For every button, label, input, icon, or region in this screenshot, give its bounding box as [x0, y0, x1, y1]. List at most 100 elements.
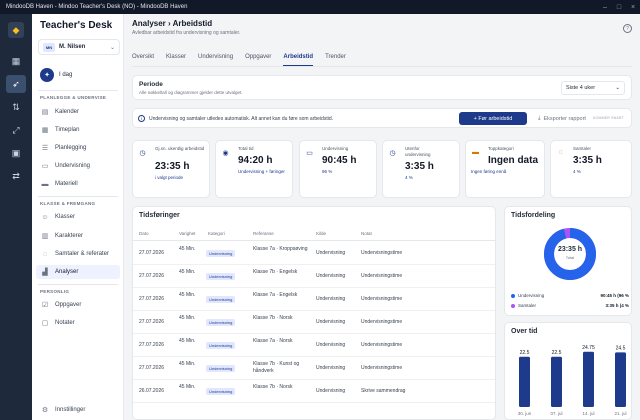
main-content: Analyser › Arbeidstid Avledbar arbeidsti… [124, 14, 640, 420]
add-worktime-button[interactable]: + Før arbeidstid [459, 112, 527, 125]
sidebar-item-samtaler[interactable]: ◌ Samtaler & referater [42, 250, 110, 258]
help-icon[interactable]: ? [623, 24, 632, 33]
column-header[interactable]: Dato [139, 231, 149, 236]
sidebar-item-today[interactable]: ✦ I dag [40, 68, 72, 82]
expand-icon[interactable]: ⤢ [12, 124, 20, 135]
calendar-icon: ✦ [40, 68, 54, 82]
window-title: MindooDB Haven - Mindoo Teacher's Desk (… [6, 4, 188, 10]
chevron-down-icon: ⌄ [615, 85, 620, 91]
window-titlebar: MindooDB Haven - Mindoo Teacher's Desk (… [0, 0, 640, 14]
sync-icon[interactable]: ⇄ [12, 170, 20, 181]
bar-0[interactable] [519, 356, 530, 407]
sidebar-item-settings[interactable]: ⚙ Innstillinger [41, 407, 86, 414]
over-time-bar-chart: 22.5 30. jun 22.5 07. jul 24.75 14. jul 24.5 21… [518, 345, 627, 416]
table-cell: 27.07.2026 [139, 365, 165, 371]
card-title: Tidsfordeling [511, 212, 556, 219]
stat-value: 90:45 h [322, 155, 357, 166]
donut-chart [544, 228, 596, 280]
sidebar-item-analyser[interactable]: ▟ Analyser [36, 265, 120, 279]
period-label: Periode [139, 81, 163, 88]
divider [38, 90, 118, 91]
chart-icon: ▟ [42, 269, 48, 276]
tab-klasser[interactable]: Klasser [166, 54, 187, 60]
sidebar-item-timeplan[interactable]: ▦ Timeplan [41, 127, 80, 134]
table-cell: 27.07.2026 [139, 319, 165, 325]
info-icon: i [138, 115, 145, 122]
column-header[interactable]: Notat [361, 231, 372, 236]
dashboard-icon[interactable]: ▦ [11, 55, 21, 66]
table-row[interactable]: 26.07.2026 45 Min. Undervisning Klasse 7b ·… [133, 380, 495, 403]
donut-center-label: Total [565, 255, 575, 260]
sidebar-item-planlegging[interactable]: ☰ Planlegging [41, 145, 87, 152]
bar-2[interactable] [583, 351, 594, 407]
sidebar-item-undervisning[interactable]: ▭ Undervisning [41, 163, 91, 170]
database-icon[interactable]: ▣ [11, 147, 21, 158]
table-cell: Klasse 7a · Kroppsøving [253, 246, 308, 252]
table-row[interactable]: 27.07.2026 45 Min. Undervisning Klasse 7a ·… [133, 288, 495, 311]
category-badge: Undervisning [206, 273, 236, 280]
avatar: MN [43, 42, 55, 52]
table-row[interactable]: 27.07.2026 45 Min. Undervisning Klasse 7b ·… [133, 265, 495, 288]
table-row[interactable]: 27.07.2026 45 Min. Undervisning Klasse 7b ·… [133, 311, 495, 334]
close-icon[interactable]: × [630, 3, 636, 11]
sidebar: Teacher's Desk MN M. Nilsen ⌄ ✦ I dag PL… [32, 14, 124, 420]
stat-label: Samtaler [573, 146, 592, 151]
folder-icon: ▬ [472, 149, 479, 156]
table-row[interactable]: 27.07.2026 45 Min. Undervisning Klasse 7b ·… [133, 357, 495, 380]
icon-rail: ◆ ▦ ➶ ⇅ ⤢ ▣ ⇄ [0, 14, 32, 420]
user-switcher[interactable]: MN M. Nilsen ⌄ [38, 39, 120, 55]
legend-dot [511, 303, 515, 308]
table-cell: Skrive sammendrag [361, 388, 406, 394]
sidebar-item-klasser[interactable]: ☺ Klasser [41, 213, 76, 221]
table-cell: Undervisning [316, 388, 346, 394]
tab-oppgaver[interactable]: Oppgaver [245, 54, 272, 60]
chat-icon: ◌ [558, 149, 563, 156]
category-badge: Undervisning [206, 296, 236, 303]
tab-trender[interactable]: Trender [325, 54, 346, 60]
maximize-icon[interactable]: □ [616, 3, 622, 11]
users-icon: ☺ [41, 213, 49, 221]
column-header[interactable]: Varighet [179, 231, 196, 236]
page-header: Analyser › Arbeidstid Avledbar arbeidsti… [132, 19, 240, 36]
sidebar-item-oppgaver[interactable]: ☑ Oppgaver [41, 302, 82, 309]
bar-1[interactable] [551, 356, 562, 407]
bar-value-label: 24.5 [616, 345, 626, 351]
category-badge: Undervisning [206, 365, 236, 372]
sidebar-item-materiell[interactable]: ▬ Materiell [41, 180, 78, 188]
clock-icon: ◷ [389, 149, 396, 157]
minimize-icon[interactable]: – [603, 3, 607, 11]
table-cell: 27.07.2026 [139, 342, 165, 348]
column-header[interactable]: Referanse [253, 231, 274, 236]
tab-arbeidstid[interactable]: Arbeidstid [283, 53, 314, 66]
tab-undervisning[interactable]: Undervisning [198, 54, 234, 60]
table-row[interactable]: 27.07.2026 45 Min. Undervisning Klasse 7a ·… [133, 334, 495, 357]
export-report-button[interactable]: ⤓ Eksporter rapport [538, 115, 586, 122]
table-cell: 45 Min. [179, 338, 196, 344]
rocket-icon[interactable]: ➶ [6, 75, 26, 93]
download-icon: ⤓ [538, 115, 541, 121]
tab-oversikt[interactable]: Oversikt [132, 54, 155, 60]
table-row[interactable]: 27.07.2026 45 Min. Undervisning Klasse 7a ·… [133, 242, 495, 265]
table-header: Dato Varighet Kategori Referanse Kilde N… [133, 229, 495, 241]
period-select[interactable]: Siste 4 uker ⌄ [561, 81, 625, 95]
column-header[interactable]: Kilde [316, 231, 327, 236]
legend-dot [511, 293, 515, 298]
table-cell: Undervisning [316, 342, 346, 348]
column-header[interactable]: Kategori [208, 231, 225, 236]
app-name: Teacher's Desk [40, 20, 113, 31]
bar-value-label: 22.5 [552, 350, 562, 356]
stat-card: ◌ Samtaler 3:35 h 4 % [550, 140, 632, 198]
table-cell: 45 Min. [179, 246, 196, 252]
sidebar-item-kalender[interactable]: ▤ Kalender [41, 109, 80, 116]
section-title: KLASSE & FREMGANG [40, 201, 96, 206]
clock-icon: ◷ [139, 149, 146, 157]
sort-icon[interactable]: ⇅ [12, 101, 20, 112]
section-title: PLANLEGGE & UNDERVISE [40, 95, 107, 100]
checklist-icon: ☑ [41, 302, 49, 309]
sidebar-item-karakterer[interactable]: ▥ Karakterer [41, 233, 84, 240]
table-cell: 45 Min. [179, 315, 196, 321]
sidebar-item-notater[interactable]: ▢ Notater [41, 320, 75, 327]
bar-3[interactable] [615, 352, 626, 407]
table-cell: Klasse 7b · Norsk [253, 315, 293, 321]
grid-icon: ▦ [41, 127, 49, 134]
